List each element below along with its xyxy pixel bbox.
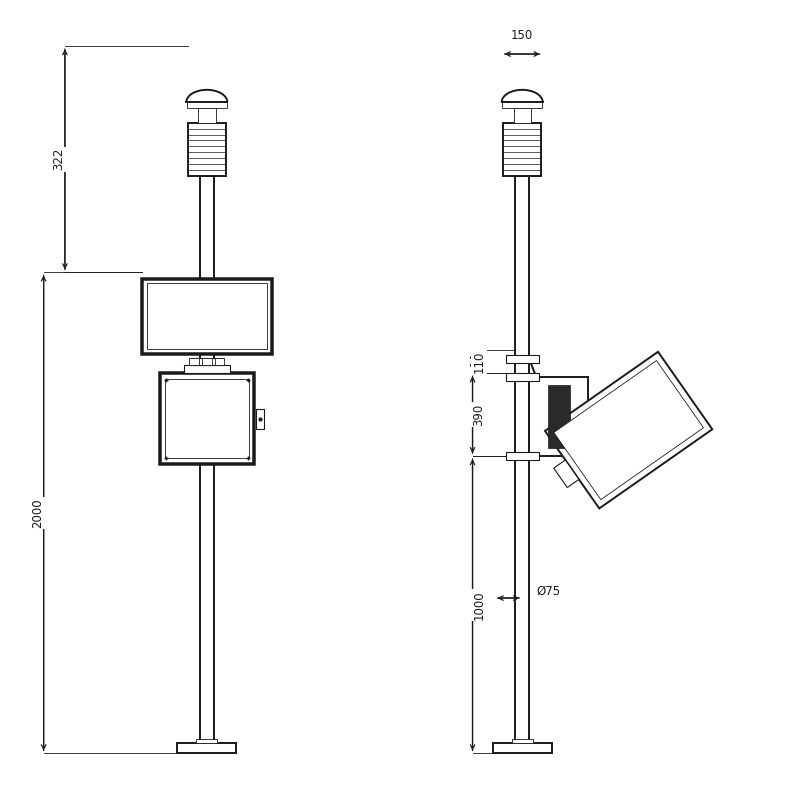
Text: 322: 322 [52, 148, 65, 171]
Bar [506, 453, 538, 460]
Bar [190, 357, 223, 365]
Bar [511, 739, 533, 743]
Bar [196, 739, 218, 743]
Bar [514, 109, 531, 122]
Bar [198, 109, 215, 122]
Bar [178, 743, 236, 754]
Bar [200, 176, 214, 279]
Bar [159, 373, 254, 464]
Bar [256, 409, 263, 429]
Bar [503, 122, 541, 176]
Polygon shape [545, 352, 712, 508]
Bar [502, 102, 542, 109]
Bar [506, 373, 538, 381]
Bar [515, 176, 530, 743]
Bar [146, 283, 267, 349]
Text: Ø75: Ø75 [537, 585, 561, 598]
Text: 390: 390 [472, 403, 486, 426]
Text: 431: 431 [617, 436, 642, 459]
Text: 110: 110 [472, 350, 486, 372]
Text: 1000: 1000 [472, 590, 486, 619]
Text: 2000: 2000 [31, 498, 44, 528]
Bar [530, 377, 589, 456]
Bar [190, 357, 199, 365]
Text: 150: 150 [511, 29, 534, 42]
Bar [548, 385, 570, 449]
Polygon shape [554, 460, 579, 488]
Bar [493, 743, 552, 754]
Bar [214, 357, 224, 365]
Bar [142, 279, 272, 353]
Bar [200, 279, 214, 743]
Bar [202, 357, 211, 365]
Bar [165, 379, 249, 458]
Bar [506, 355, 538, 363]
Bar [188, 122, 226, 176]
Bar [187, 102, 226, 109]
Polygon shape [554, 360, 703, 499]
Bar [184, 365, 230, 373]
